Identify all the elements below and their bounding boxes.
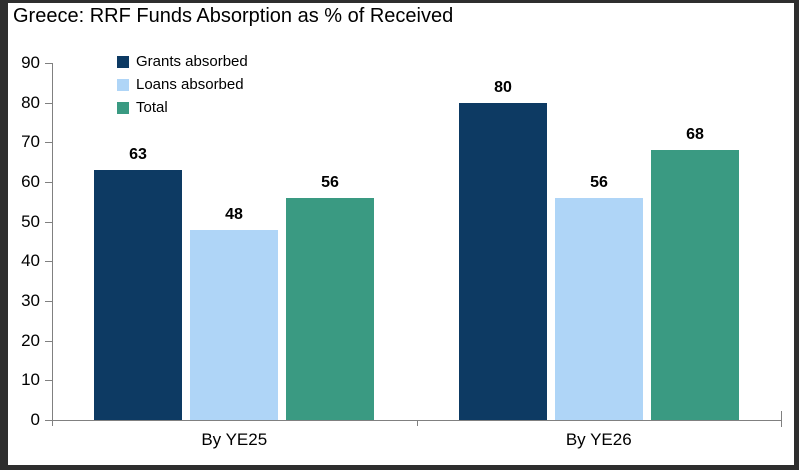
frame-border-bottom (0, 465, 799, 470)
y-tick-label: 90 (21, 53, 40, 72)
y-tick-label: 70 (21, 132, 40, 152)
bar-grants-absorbed-by-ye26 (459, 103, 547, 420)
frame-border-top (0, 0, 799, 3)
frame-border-left (0, 0, 8, 470)
y-tick-label: 10 (21, 370, 40, 390)
legend-item-total: Total (117, 100, 168, 116)
legend-label: Loans absorbed (136, 76, 244, 93)
y-tick-mark (45, 420, 52, 421)
bar-total-by-ye25 (286, 198, 374, 420)
bar-value-label: 63 (129, 146, 147, 163)
y-tick-label: 50 (21, 211, 40, 231)
bar-value-label: 80 (494, 79, 512, 96)
y-axis-line (52, 63, 53, 420)
y-tick-mark (45, 261, 52, 263)
bar-loans-absorbed-by-ye25 (190, 230, 278, 420)
legend-item-loans-absorbed: Loans absorbed (117, 77, 244, 93)
legend-swatch-icon (117, 56, 129, 68)
y-tick-label: 0 (30, 410, 40, 429)
y-tick-label: 40 (21, 251, 40, 271)
bar-grants-absorbed-by-ye25 (94, 170, 182, 420)
bar-loans-absorbed-by-ye26 (555, 198, 643, 420)
y-tick-mark (45, 102, 52, 104)
frame-border-right (794, 0, 799, 470)
x-tick-mark (781, 411, 782, 427)
y-tick-mark (45, 221, 52, 223)
y-tick-label: 30 (21, 291, 40, 310)
chart-title: Greece: RRF Funds Absorption as % of Rec… (13, 5, 454, 27)
legend-swatch-icon (117, 102, 129, 114)
y-tick-label: 20 (21, 330, 40, 350)
y-tick-mark (45, 63, 52, 64)
legend-label: Grants absorbed (136, 53, 248, 70)
x-tick-mark (417, 420, 418, 426)
y-tick-label: 80 (21, 92, 40, 112)
x-category-label-by-ye26: By YE26 (565, 430, 632, 449)
bar-value-label: 56 (321, 174, 339, 191)
y-tick-mark (45, 301, 52, 302)
bar-value-label: 48 (225, 206, 243, 223)
legend-item-grants-absorbed: Grants absorbed (117, 54, 248, 70)
legend-swatch-icon (117, 79, 129, 91)
bar-value-label: 56 (590, 174, 608, 191)
y-tick-label: 60 (21, 172, 40, 191)
x-tick-mark (52, 420, 53, 426)
y-tick-mark (45, 142, 52, 144)
y-tick-mark (45, 380, 52, 382)
x-category-label-by-ye25: By YE25 (201, 430, 268, 449)
bar-total-by-ye26 (651, 150, 739, 420)
y-tick-mark (45, 340, 52, 342)
bar-value-label: 68 (686, 126, 704, 143)
y-tick-mark (45, 182, 52, 183)
legend-label: Total (136, 99, 168, 116)
